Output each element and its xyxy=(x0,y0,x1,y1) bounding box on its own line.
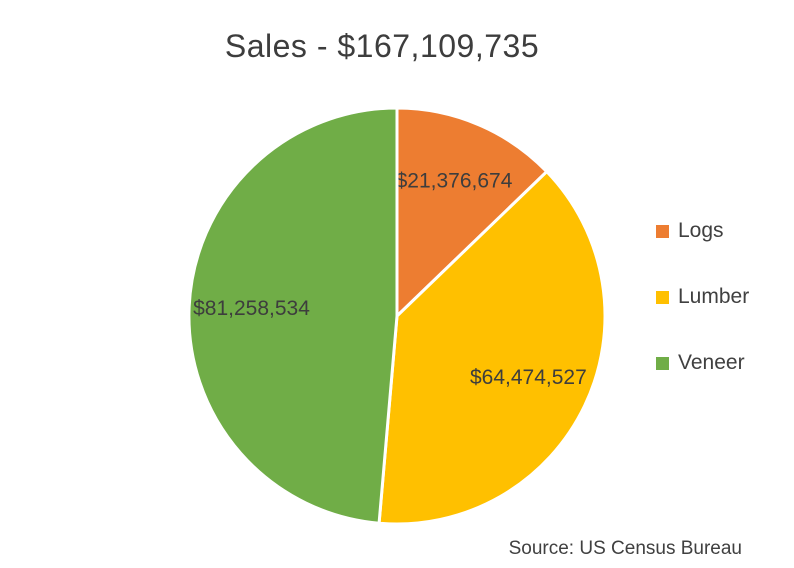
legend-item-lumber[interactable]: Lumber xyxy=(656,284,749,310)
legend-label-logs: Logs xyxy=(678,219,724,242)
data-label-lumber: $64,474,527 xyxy=(470,366,587,389)
legend-label-lumber: Lumber xyxy=(678,285,750,308)
pie-slice-veneer[interactable] xyxy=(187,106,399,525)
legend-swatch-lumber xyxy=(656,290,669,304)
pie-slice-lumber[interactable] xyxy=(377,170,607,526)
legend-item-veneer[interactable]: Veneer xyxy=(656,350,749,376)
legend: Logs Lumber Veneer xyxy=(656,218,749,376)
pie-slice-logs[interactable] xyxy=(395,106,549,318)
data-label-logs: $21,376,674 xyxy=(396,170,513,193)
legend-item-logs[interactable]: Logs xyxy=(656,218,749,244)
data-label-veneer: $81,258,534 xyxy=(193,297,310,320)
legend-label-veneer: Veneer xyxy=(678,351,745,374)
legend-swatch-veneer xyxy=(656,356,669,370)
legend-swatch-logs xyxy=(656,224,669,238)
source-note: Source: US Census Bureau xyxy=(508,538,742,559)
chart-title: Sales - $167,109,735 xyxy=(224,28,540,64)
